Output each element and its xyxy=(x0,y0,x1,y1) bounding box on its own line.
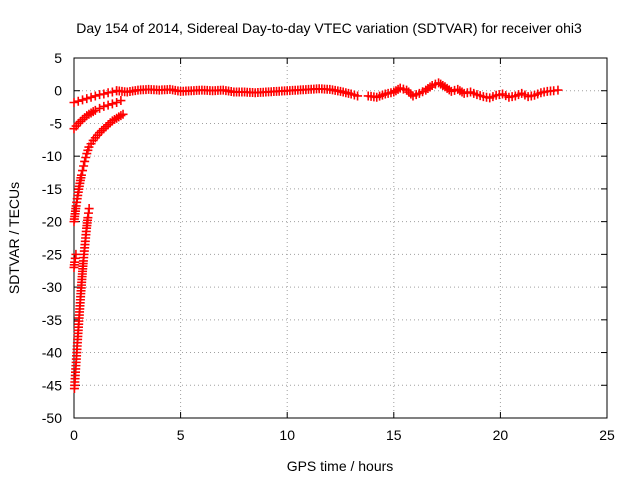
series-5 xyxy=(69,109,128,227)
series-6 xyxy=(69,204,94,394)
y-tick-label: -20 xyxy=(42,214,62,230)
data-point xyxy=(71,249,81,259)
y-tick-label: -35 xyxy=(42,312,62,328)
x-tick-label: 0 xyxy=(70,427,78,443)
y-tick-label: 5 xyxy=(54,50,62,66)
data-point xyxy=(79,161,89,171)
data-point xyxy=(112,98,122,108)
data-point xyxy=(90,91,100,101)
x-tick-label: 15 xyxy=(386,427,402,443)
x-tick-label: 20 xyxy=(493,427,509,443)
data-point xyxy=(73,96,83,106)
data-point xyxy=(76,170,86,180)
y-tick-label: -5 xyxy=(50,115,63,131)
data-point xyxy=(101,122,111,132)
data-point xyxy=(118,109,128,119)
series-7 xyxy=(69,249,81,272)
y-tick-label: -45 xyxy=(42,377,62,393)
data-point xyxy=(95,128,105,138)
data-point xyxy=(353,91,363,101)
x-tick-label: 25 xyxy=(599,427,615,443)
data-point xyxy=(97,126,107,136)
data-point xyxy=(116,111,126,121)
x-tick-label: 5 xyxy=(177,427,185,443)
x-axis-label: GPS time / hours xyxy=(287,458,394,474)
data-point xyxy=(81,152,91,162)
y-tick-label: -10 xyxy=(42,148,62,164)
data-point xyxy=(112,86,122,96)
data-point xyxy=(95,103,105,113)
series-1 xyxy=(112,84,363,101)
chart-title: Day 154 of 2014, Sidereal Day-to-day VTE… xyxy=(76,20,582,36)
data-point xyxy=(69,98,79,108)
y-tick-label: -30 xyxy=(42,279,62,295)
series-4 xyxy=(69,96,126,134)
y-axis-label: SDTVAR / TECUs xyxy=(6,182,22,294)
data-point xyxy=(84,204,94,214)
data-point xyxy=(99,124,109,134)
data-point xyxy=(553,85,563,95)
data-point xyxy=(116,96,126,106)
axis-ticks xyxy=(73,57,608,419)
plot-frame xyxy=(73,57,608,419)
y-tick-label: -25 xyxy=(42,246,62,262)
data-point xyxy=(99,89,109,99)
data-point xyxy=(402,85,412,95)
data-points xyxy=(69,78,563,394)
data-point xyxy=(107,99,117,109)
data-point xyxy=(78,95,88,105)
data-point xyxy=(75,116,85,126)
x-tick-label: 10 xyxy=(279,427,295,443)
x-tick-labels: 0 5 10 15 20 25 xyxy=(70,427,615,443)
data-point xyxy=(103,100,113,110)
series-2 xyxy=(363,78,563,103)
y-tick-labels: 5 0 -5 -10 -15 -20 -25 -30 -35 -40 -45 -50 xyxy=(42,50,62,426)
data-point xyxy=(404,87,414,97)
data-point xyxy=(88,107,98,117)
y-tick-label: 0 xyxy=(54,83,62,99)
y-tick-label: -50 xyxy=(42,410,62,426)
data-point xyxy=(90,105,100,115)
series-3 xyxy=(69,86,122,108)
data-point xyxy=(78,166,88,176)
data-point xyxy=(82,94,92,104)
y-tick-label: -40 xyxy=(42,345,62,361)
data-point xyxy=(86,92,96,102)
data-point xyxy=(425,82,435,92)
data-point xyxy=(73,118,83,128)
data-point xyxy=(99,101,109,111)
data-point xyxy=(103,120,113,130)
y-tick-label: -15 xyxy=(42,181,62,197)
data-point xyxy=(78,115,88,125)
data-point xyxy=(80,156,90,166)
grid xyxy=(74,58,607,418)
data-point xyxy=(107,87,117,97)
